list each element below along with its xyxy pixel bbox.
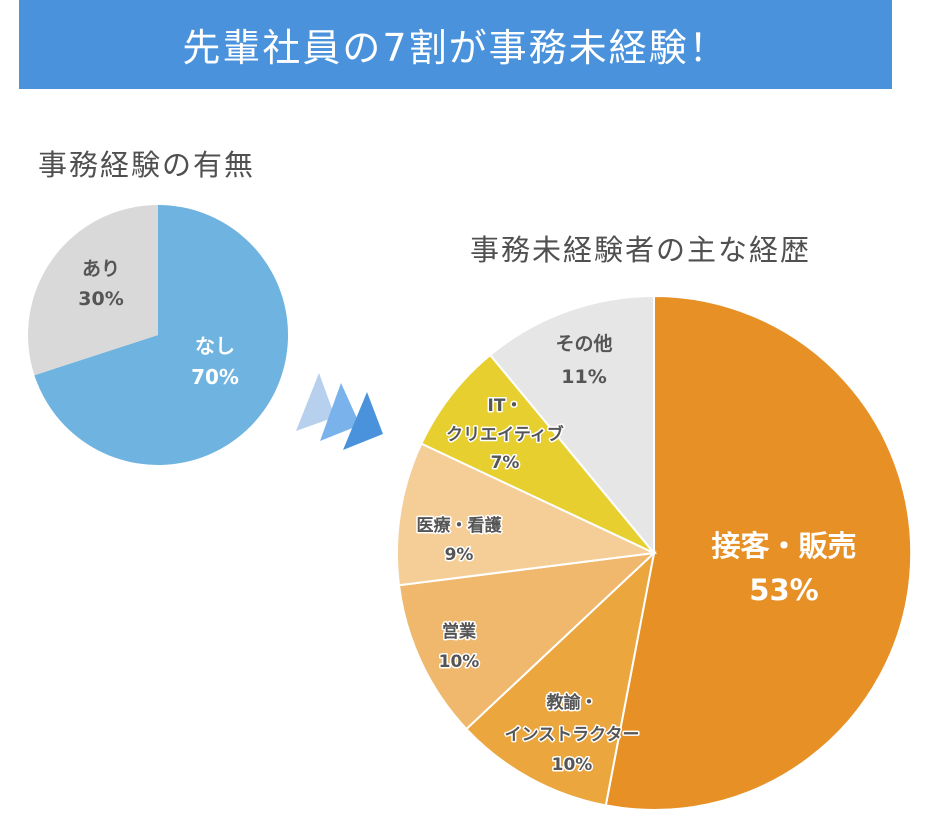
right-slice-value-sales-rep: 10% [439, 652, 480, 672]
left-slice-label-nashi: なし [195, 334, 235, 358]
right-slice-value-sales: 53% [749, 573, 818, 607]
right-slice-value-instructor: 10% [552, 755, 593, 775]
right-pie-slice-other [488, 294, 655, 556]
right-pie-slice-sales [604, 294, 913, 811]
left-slice-value-ari: 30% [78, 288, 123, 310]
right-pie-slice-sales-rep [397, 551, 657, 731]
right-slice-label-medical: 医療・看護 [417, 515, 503, 536]
triple-triangle-arrow-icon [296, 373, 383, 450]
left-slice-value-nashi: 70% [191, 365, 239, 389]
right-slice-label1-it: IT・ [488, 396, 523, 416]
right-slice-label-other: その他 [555, 332, 612, 355]
left-pie: あり 30% なし 70% [28, 205, 289, 465]
right-pie-labels: 接客・販売 53% 教諭・ インストラクター 10% 営業 10% 医療・看護 … [415, 332, 857, 777]
left-pie-slice-ari [28, 205, 159, 376]
right-chart-title: 事務未経験者の主な経歴 [470, 233, 812, 267]
right-slice-value-medical: 9% [445, 545, 474, 565]
right-slice-label2-it: クリエイティブ [446, 424, 564, 445]
right-slice-label-sales-rep: 営業 [442, 621, 476, 642]
right-slice-value-other: 11% [561, 366, 606, 388]
right-pie-slice-medical [396, 442, 658, 587]
right-pie-slice-instructor [464, 550, 656, 807]
right-pie-slice-it-creative [420, 353, 655, 554]
right-slice-value-it: 7% [491, 453, 520, 473]
right-slice-label1-instructor: 教諭・ [546, 692, 598, 713]
left-slice-label-ari: あり [82, 258, 120, 280]
left-pie-slice-nashi [34, 205, 289, 465]
left-chart-title: 事務経験の有無 [38, 148, 256, 182]
right-slice-label-sales: 接客・販売 [711, 529, 856, 563]
headline-banner: 先輩社員の7割が事務未経験！ [19, 0, 892, 89]
right-slice-label2-instructor: インストラクター [505, 725, 640, 745]
headline-text: 先輩社員の7割が事務未経験！ [182, 26, 729, 70]
right-pie [396, 294, 913, 811]
